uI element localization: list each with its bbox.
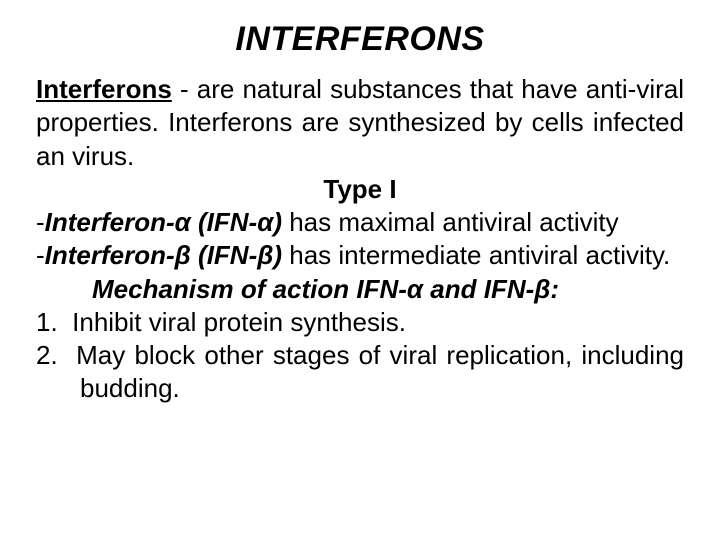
slide-container: INTERFERONS Interferons - are natural su… bbox=[0, 0, 720, 540]
ifn-alpha-label: Interferon-α (IFN-α) bbox=[45, 207, 282, 237]
ifn-alpha-line: -Interferon-α (IFN-α) has maximal antivi… bbox=[36, 206, 684, 239]
mechanism-item-1: 1. Inhibit viral protein synthesis. bbox=[36, 306, 684, 339]
bullet-dash: - bbox=[36, 240, 45, 270]
item2-text: May block other stages of viral replicat… bbox=[76, 340, 684, 403]
intro-paragraph: Interferons - are natural substances tha… bbox=[36, 73, 684, 173]
type-heading: Type I bbox=[36, 173, 684, 206]
ifn-beta-text: has intermediate antiviral activity. bbox=[282, 240, 670, 270]
ifn-beta-label: Interferon-β (IFN-β) bbox=[45, 240, 282, 270]
ifn-alpha-text: has maximal antiviral activity bbox=[282, 207, 619, 237]
mechanism-item-2: 2. May block other stages of viral repli… bbox=[36, 339, 684, 406]
bullet-dash: - bbox=[36, 207, 45, 237]
slide-title: INTERFERONS bbox=[36, 20, 684, 59]
item1-number: 1. bbox=[36, 307, 58, 337]
item1-text: Inhibit viral protein synthesis. bbox=[72, 307, 406, 337]
item2-number: 2. bbox=[36, 340, 58, 370]
slide-body: Interferons - are natural substances tha… bbox=[36, 73, 684, 406]
ifn-beta-line: -Interferon-β (IFN-β) has intermediate a… bbox=[36, 239, 684, 272]
intro-term: Interferons bbox=[36, 74, 172, 104]
mechanism-heading: Mechanism of action IFN-α and IFN-β: bbox=[36, 273, 684, 306]
